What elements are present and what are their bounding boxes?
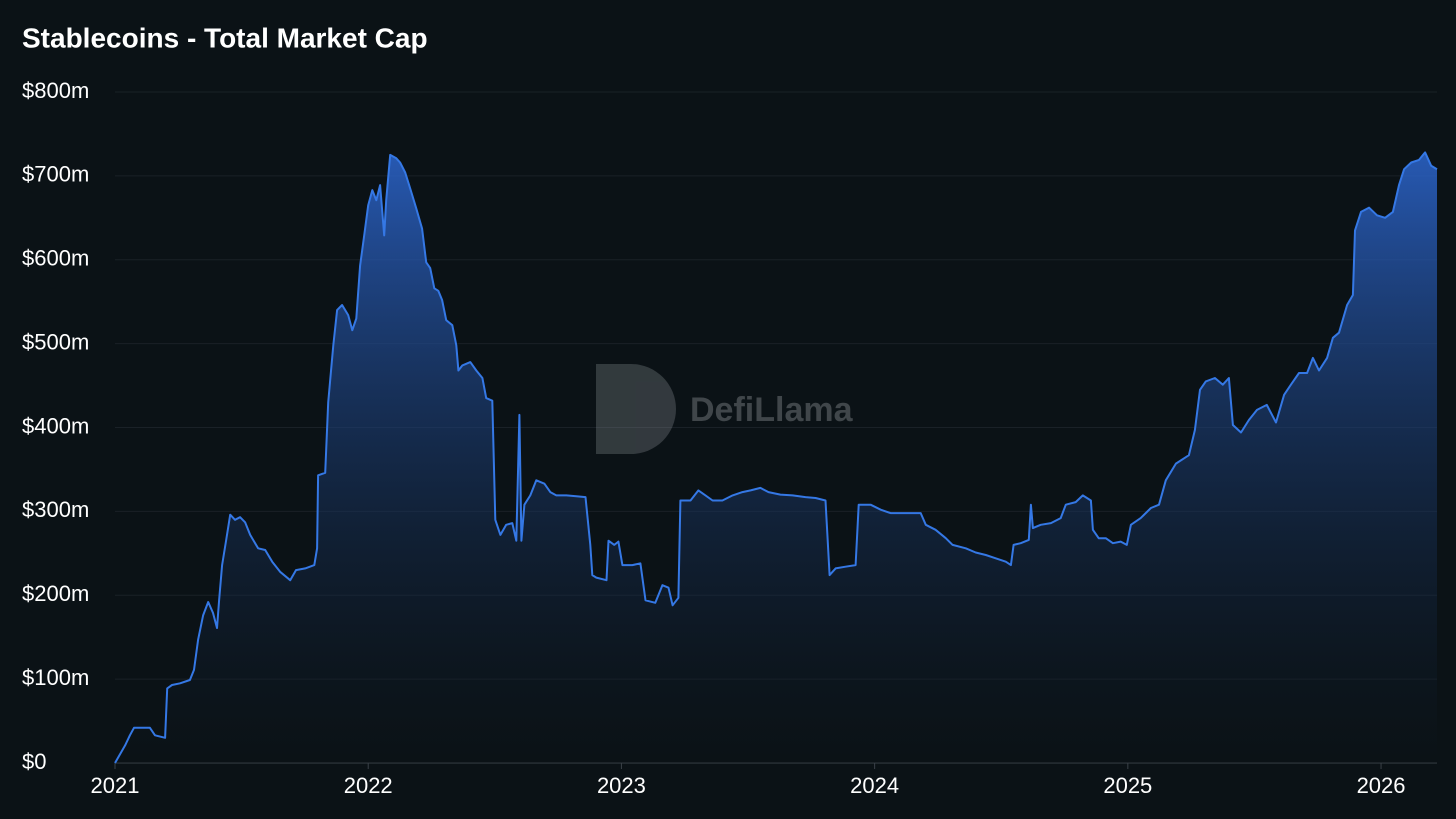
watermark-text: DefiLlama [690, 391, 854, 429]
watermark: DefiLlama [596, 364, 854, 454]
x-tick-label: 2021 [91, 773, 140, 798]
y-tick-label: $400m [22, 413, 89, 438]
x-tick-label: 2025 [1103, 773, 1152, 798]
chart-title: Stablecoins - Total Market Cap [22, 22, 428, 53]
y-tick-label: $800m [22, 78, 89, 103]
y-tick-label: $300m [22, 497, 89, 522]
y-tick-label: $200m [22, 581, 89, 606]
y-tick-label: $700m [22, 162, 89, 187]
y-tick-label: $100m [22, 665, 89, 690]
y-tick-label: $600m [22, 246, 89, 271]
x-tick-label: 2022 [344, 773, 393, 798]
x-tick-label: 2026 [1357, 773, 1406, 798]
x-tick-label: 2024 [850, 773, 899, 798]
x-tick-label: 2023 [597, 773, 646, 798]
y-tick-label: $0 [22, 749, 46, 774]
line [114, 151, 1438, 764]
area [115, 152, 1437, 763]
y-tick-label: $500m [22, 329, 89, 354]
watermark-logo [596, 364, 676, 454]
